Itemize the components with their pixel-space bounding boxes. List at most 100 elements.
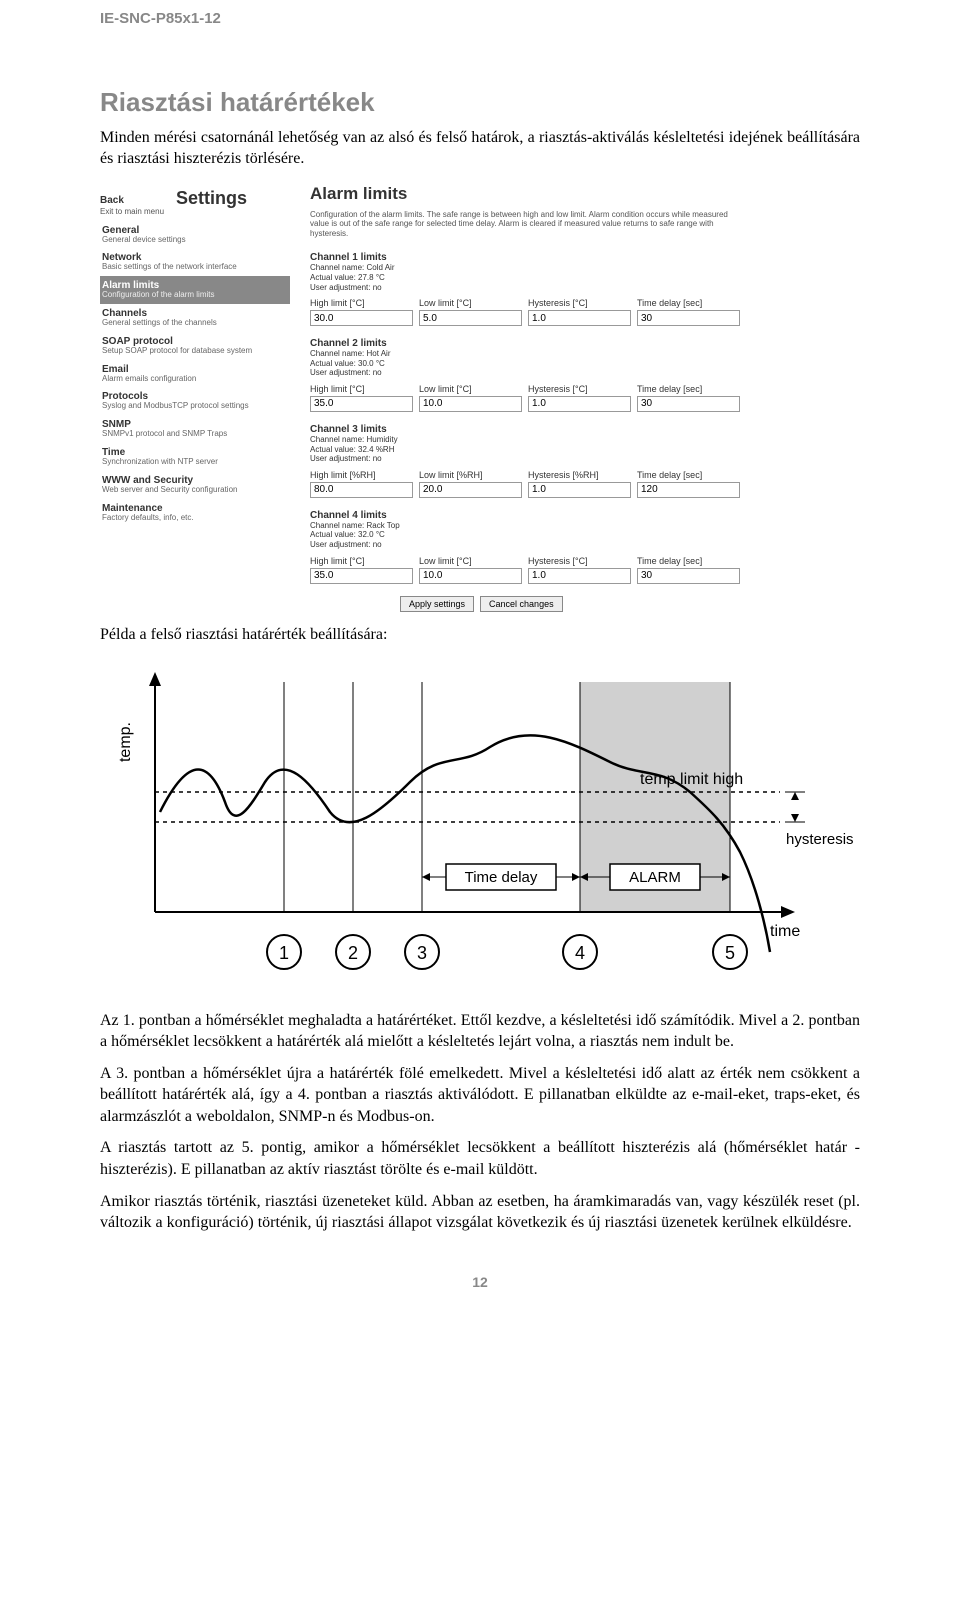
menu-item-title: Email [102,364,288,375]
limit-input[interactable] [419,568,522,584]
limit-input[interactable] [637,396,740,412]
limits-col: Hysteresis [°C] [528,384,631,412]
settings-screenshot: Back Exit to main menu Settings GeneralG… [100,184,740,612]
limit-label: Low limit [°C] [419,384,522,394]
menu-item[interactable]: ChannelsGeneral settings of the channels [100,304,290,332]
channel-subline: Channel name: Humidity [310,435,740,445]
before-chart-text: Példa a felső riasztási határérték beáll… [100,626,860,644]
menu-item-sub: Configuration of the alarm limits [102,291,288,300]
svg-text:1: 1 [279,943,289,963]
limits-col: Hysteresis [°C] [528,556,631,584]
channel-subline: Channel name: Hot Air [310,349,740,359]
limit-input[interactable] [310,310,413,326]
menu-item[interactable]: TimeSynchronization with NTP server [100,443,290,471]
svg-text:temp.: temp. [117,721,134,761]
limit-input[interactable] [419,482,522,498]
menu-item-sub: Syslog and ModbusTCP protocol settings [102,402,288,411]
limits-col: High limit [°C] [310,298,413,326]
menu-item[interactable]: NetworkBasic settings of the network int… [100,248,290,276]
limit-input[interactable] [419,396,522,412]
limit-input[interactable] [528,482,631,498]
paragraph-1: Az 1. pontban a hőmérséklet meghaladta a… [100,1010,860,1053]
channel-subline: User adjustment: no [310,540,740,550]
menu-item[interactable]: ProtocolsSyslog and ModbusTCP protocol s… [100,387,290,415]
limit-label: Time delay [sec] [637,384,740,394]
menu-item[interactable]: MaintenanceFactory defaults, info, etc. [100,499,290,527]
menu-item[interactable]: Alarm limitsConfiguration of the alarm l… [100,276,290,304]
limit-label: High limit [°C] [310,384,413,394]
limit-input[interactable] [310,568,413,584]
limit-label: High limit [°C] [310,556,413,566]
limits-row: High limit [°C] Low limit [°C] Hysteresis … [310,298,740,326]
menu-item[interactable]: EmailAlarm emails configuration [100,360,290,388]
limits-col: Time delay [sec] [637,298,740,326]
limit-label: Time delay [sec] [637,470,740,480]
limits-col: High limit [°C] [310,384,413,412]
chart-svg: temp.timetemp limit highhysteresis12345T… [100,652,860,992]
limits-col: Hysteresis [%RH] [528,470,631,498]
svg-text:time: time [770,923,800,940]
limit-input[interactable] [637,310,740,326]
limit-label: Hysteresis [°C] [528,384,631,394]
page-title: Riasztási határértékek [100,87,860,118]
channel-subline: User adjustment: no [310,454,740,464]
limit-label: Hysteresis [°C] [528,556,631,566]
limit-label: High limit [%RH] [310,470,413,480]
back-link[interactable]: Back Exit to main menu [100,195,164,217]
channel-block: Channel 2 limitsChannel name: Hot AirAct… [310,338,740,412]
paragraph-4: Amikor riasztás történik, riasztási üzen… [100,1191,860,1234]
channel-title: Channel 1 limits [310,252,740,263]
channel-title: Channel 2 limits [310,338,740,349]
menu-item-sub: Web server and Security configuration [102,486,288,495]
limit-label: Hysteresis [%RH] [528,470,631,480]
menu-item-title: General [102,225,288,236]
limit-label: High limit [°C] [310,298,413,308]
menu-item-sub: General settings of the channels [102,319,288,328]
channels-container: Channel 1 limitsChannel name: Cold Air Ac… [310,252,740,583]
channel-block: Channel 3 limitsChannel name: HumidityAc… [310,424,740,498]
content-title: Alarm limits [310,184,740,204]
channel-title: Channel 3 limits [310,424,740,435]
channel-title: Channel 4 limits [310,510,740,521]
limit-input[interactable] [637,482,740,498]
limits-row: High limit [°C] Low limit [°C] Hysteresis … [310,384,740,412]
channel-block: Channel 1 limitsChannel name: Cold AirAc… [310,252,740,326]
limit-input[interactable] [528,568,631,584]
document-code: IE-SNC-P85x1-12 [100,10,860,27]
limits-col: Low limit [%RH] [419,470,522,498]
menu-item[interactable]: SNMPSNMPv1 protocol and SNMP Traps [100,415,290,443]
channel-subline: Actual value: 30.0 °C [310,359,740,369]
paragraph-3: A riasztás tartott az 5. pontig, amikor … [100,1137,860,1180]
cancel-button[interactable]: Cancel changes [480,596,563,612]
channel-header: Channel 3 limitsChannel name: HumidityAc… [310,424,740,464]
limit-label: Low limit [%RH] [419,470,522,480]
apply-button[interactable]: Apply settings [400,596,474,612]
channel-header: Channel 2 limitsChannel name: Hot AirAct… [310,338,740,378]
limit-input[interactable] [528,310,631,326]
limits-col: Hysteresis [°C] [528,298,631,326]
menu-item-sub: Basic settings of the network interface [102,263,288,272]
limit-label: Time delay [sec] [637,298,740,308]
svg-text:5: 5 [725,943,735,963]
limit-label: Low limit [°C] [419,298,522,308]
svg-text:ALARM: ALARM [629,869,681,886]
limit-input[interactable] [637,568,740,584]
menu-item[interactable]: GeneralGeneral device settings [100,221,290,249]
svg-text:2: 2 [348,943,358,963]
channel-subline: Channel name: Cold Air [310,263,740,273]
limit-input[interactable] [419,310,522,326]
paragraph-2: A 3. pontban a hőmérséklet újra a határé… [100,1063,860,1128]
back-sub: Exit to main menu [100,207,164,216]
svg-text:hysteresis: hysteresis [786,831,854,848]
limit-label: Low limit [°C] [419,556,522,566]
limit-input[interactable] [528,396,631,412]
page-number: 12 [100,1274,860,1290]
limit-input[interactable] [310,396,413,412]
limit-input[interactable] [310,482,413,498]
limit-label: Time delay [sec] [637,556,740,566]
channel-block: Channel 4 limitsChannel name: Rack TopAc… [310,510,740,584]
menu-item[interactable]: WWW and SecurityWeb server and Security … [100,471,290,499]
button-row: Apply settings Cancel changes [400,596,740,612]
limits-col: Low limit [°C] [419,298,522,326]
menu-item[interactable]: SOAP protocolSetup SOAP protocol for dat… [100,332,290,360]
